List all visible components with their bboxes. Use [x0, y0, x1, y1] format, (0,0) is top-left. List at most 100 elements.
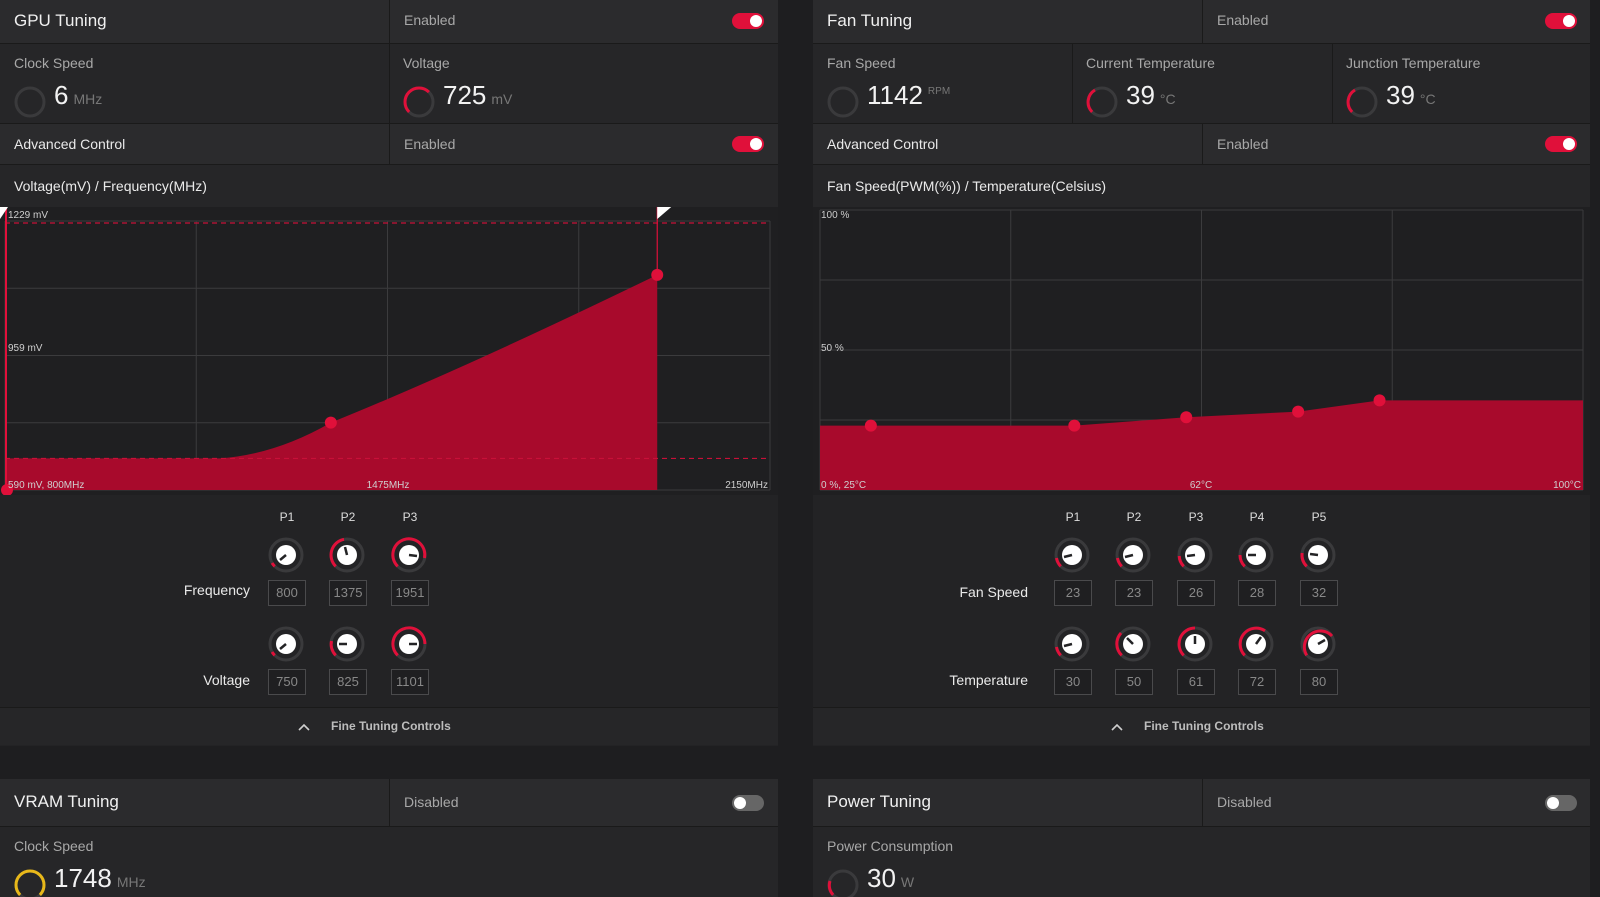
fan-temperature-p5-knob[interactable] — [1299, 625, 1337, 663]
header-divider — [389, 0, 390, 43]
fan-curve-point[interactable] — [1373, 394, 1386, 407]
gpu-frequency-p2-input[interactable]: 1375 — [329, 580, 367, 606]
fan-curve-point[interactable] — [1292, 405, 1305, 418]
gpu-curve-point[interactable] — [324, 416, 337, 429]
fan-speed-p4-input[interactable]: 28 — [1238, 580, 1276, 606]
fan-temperature-p4-knob[interactable] — [1237, 625, 1275, 663]
fan-curve-point[interactable] — [864, 419, 877, 432]
gpu-curve-point[interactable] — [651, 268, 664, 281]
header-divider — [1202, 779, 1203, 826]
fan-metrics: Fan Speed 1142 RPM Current Temperature 39… — [813, 44, 1590, 124]
fan-temperature-p1-knob[interactable] — [1053, 625, 1091, 663]
fan-speed-p3-input[interactable]: 26 — [1177, 580, 1215, 606]
gpu-frequency-p1-input[interactable]: 800 — [268, 580, 306, 606]
fan-speed-p5-knob[interactable] — [1299, 536, 1337, 574]
gpu-voltage-p2-knob[interactable] — [328, 625, 366, 663]
fan-advanced-toggle[interactable] — [1545, 136, 1577, 152]
gpu-frequency-p2-knob[interactable] — [328, 536, 366, 574]
junction-temperature-gauge-icon — [1346, 86, 1378, 118]
vram-tuning-title: VRAM Tuning — [14, 792, 119, 811]
fan-speed-p5-input[interactable]: 32 — [1300, 580, 1338, 606]
gpu-frequency-p3-input[interactable]: 1951 — [391, 580, 429, 606]
fan-temperature-p1-input[interactable]: 30 — [1054, 669, 1092, 695]
junction-temperature-label: Junction Temperature — [1346, 55, 1481, 71]
power-metrics: Power Consumption 30 W — [813, 827, 1590, 897]
fan-fine-tuning-label[interactable]: Fine Tuning Controls — [1144, 719, 1264, 733]
fan-advanced-control-label: Advanced Control — [827, 136, 939, 152]
fan-temperature-p2-knob[interactable] — [1114, 625, 1152, 663]
gpu-voltage-p2-input[interactable]: 825 — [329, 669, 367, 695]
gpu-curve-point[interactable] — [1, 484, 13, 495]
gpu-advanced-control-row: Advanced Control Enabled — [0, 124, 778, 165]
gpu-chart-title-bar: Voltage(mV) / Frequency(MHz) — [0, 165, 778, 207]
gpu-tuning-panel: GPU Tuning Enabled Clock Speed 6 MHz Volt… — [0, 0, 778, 746]
fan-col-p3: P3 — [1188, 510, 1204, 524]
current-temperature-metric: Current Temperature 39 °C — [1072, 44, 1332, 123]
header-divider — [1202, 0, 1203, 43]
gpu-fine-tuning-label[interactable]: Fine Tuning Controls — [331, 719, 451, 733]
power-tuning-header: Power Tuning Disabled — [813, 779, 1590, 827]
fan-temperature-p2-input[interactable]: 50 — [1115, 669, 1153, 695]
header-divider — [389, 779, 390, 826]
gpu-max-frequency-handle-icon[interactable] — [657, 207, 672, 219]
gpu-tuning-header: GPU Tuning Enabled — [0, 0, 778, 44]
fan-speed-p1-input[interactable]: 23 — [1054, 580, 1092, 606]
gpu-col-p3: P3 — [402, 510, 418, 524]
gpu-voltage-p3-input[interactable]: 1101 — [391, 669, 429, 695]
fan-speed-p2-input[interactable]: 23 — [1115, 580, 1153, 606]
fan-tuning-header: Fan Tuning Enabled — [813, 0, 1590, 44]
fan-speed-gauge-icon — [827, 86, 859, 118]
gpu-frequency-p3-knob[interactable] — [390, 536, 428, 574]
gpu-advanced-status: Enabled — [404, 136, 456, 152]
power-tuning-panel: Power Tuning Disabled Power Consumption … — [813, 779, 1590, 897]
fan-curve-area — [820, 400, 1583, 490]
fan-speed-p4-knob[interactable] — [1237, 536, 1275, 574]
gpu-y-max-label: 1229 mV — [8, 210, 48, 221]
fan-fine-tuning-footer[interactable]: Fine Tuning Controls — [813, 707, 1590, 745]
gpu-tuning-title: GPU Tuning — [14, 11, 107, 30]
gpu-voltage-p1-input[interactable]: 750 — [268, 669, 306, 695]
chevron-up-icon[interactable] — [1110, 720, 1124, 734]
gpu-clock-value: 6 MHz — [54, 80, 103, 110]
vram-clock-label: Clock Speed — [14, 838, 94, 854]
gpu-voltage-p3-knob[interactable] — [390, 625, 428, 663]
vram-tuning-status: Disabled — [404, 794, 459, 810]
metric-divider — [1072, 44, 1073, 123]
chevron-up-icon[interactable] — [297, 720, 311, 734]
fan-curve-chart[interactable]: 100 % 50 % 0 %, 25°C 62°C 100°C — [813, 207, 1590, 495]
gpu-x-origin-label: 590 mV, 800MHz — [8, 480, 84, 491]
current-temperature-value: 39 °C — [1126, 80, 1176, 110]
fan-speed-p2-knob[interactable] — [1114, 536, 1152, 574]
gpu-fine-tuning-footer[interactable]: Fine Tuning Controls — [0, 707, 778, 745]
power-consumption-metric: Power Consumption 30 W — [813, 827, 1202, 897]
gpu-advanced-toggle[interactable] — [732, 136, 764, 152]
gpu-voltage-value: 725 mV — [443, 80, 513, 110]
fan-col-p1: P1 — [1065, 510, 1081, 524]
fan-curve-point[interactable] — [1068, 419, 1081, 432]
gpu-frequency-p1-knob[interactable] — [267, 536, 305, 574]
power-tuning-toggle[interactable] — [1545, 795, 1577, 811]
fan-y-max-label: 100 % — [821, 210, 849, 221]
fan-advanced-control-row: Advanced Control Enabled — [813, 124, 1590, 165]
fan-speed-metric: Fan Speed 1142 RPM — [813, 44, 1072, 123]
fan-tuning-toggle[interactable] — [1545, 13, 1577, 29]
gpu-col-p2: P2 — [340, 510, 356, 524]
gpu-vf-curve-chart[interactable]: 1229 mV 959 mV 590 mV, 800MHz 1475MHz 21… — [0, 207, 778, 495]
power-consumption-value: 30 W — [867, 863, 915, 893]
metric-divider — [389, 44, 390, 123]
junction-temperature-metric: Junction Temperature 39 °C — [1332, 44, 1590, 123]
fan-curve-point[interactable] — [1180, 411, 1193, 424]
fan-temperature-p5-input[interactable]: 80 — [1300, 669, 1338, 695]
fan-temperature-p3-knob[interactable] — [1176, 625, 1214, 663]
gpu-frequency-row-label: Frequency — [183, 582, 250, 598]
fan-speed-p1-knob[interactable] — [1053, 536, 1091, 574]
gpu-min-frequency-handle-icon[interactable] — [0, 207, 8, 219]
gpu-voltage-p1-knob[interactable] — [267, 625, 305, 663]
gpu-y-mid-label: 959 mV — [8, 343, 43, 354]
vram-tuning-toggle[interactable] — [732, 795, 764, 811]
fan-col-p5: P5 — [1311, 510, 1327, 524]
fan-speed-p3-knob[interactable] — [1176, 536, 1214, 574]
fan-temperature-p3-input[interactable]: 61 — [1177, 669, 1215, 695]
gpu-tuning-toggle[interactable] — [732, 13, 764, 29]
fan-temperature-p4-input[interactable]: 72 — [1238, 669, 1276, 695]
